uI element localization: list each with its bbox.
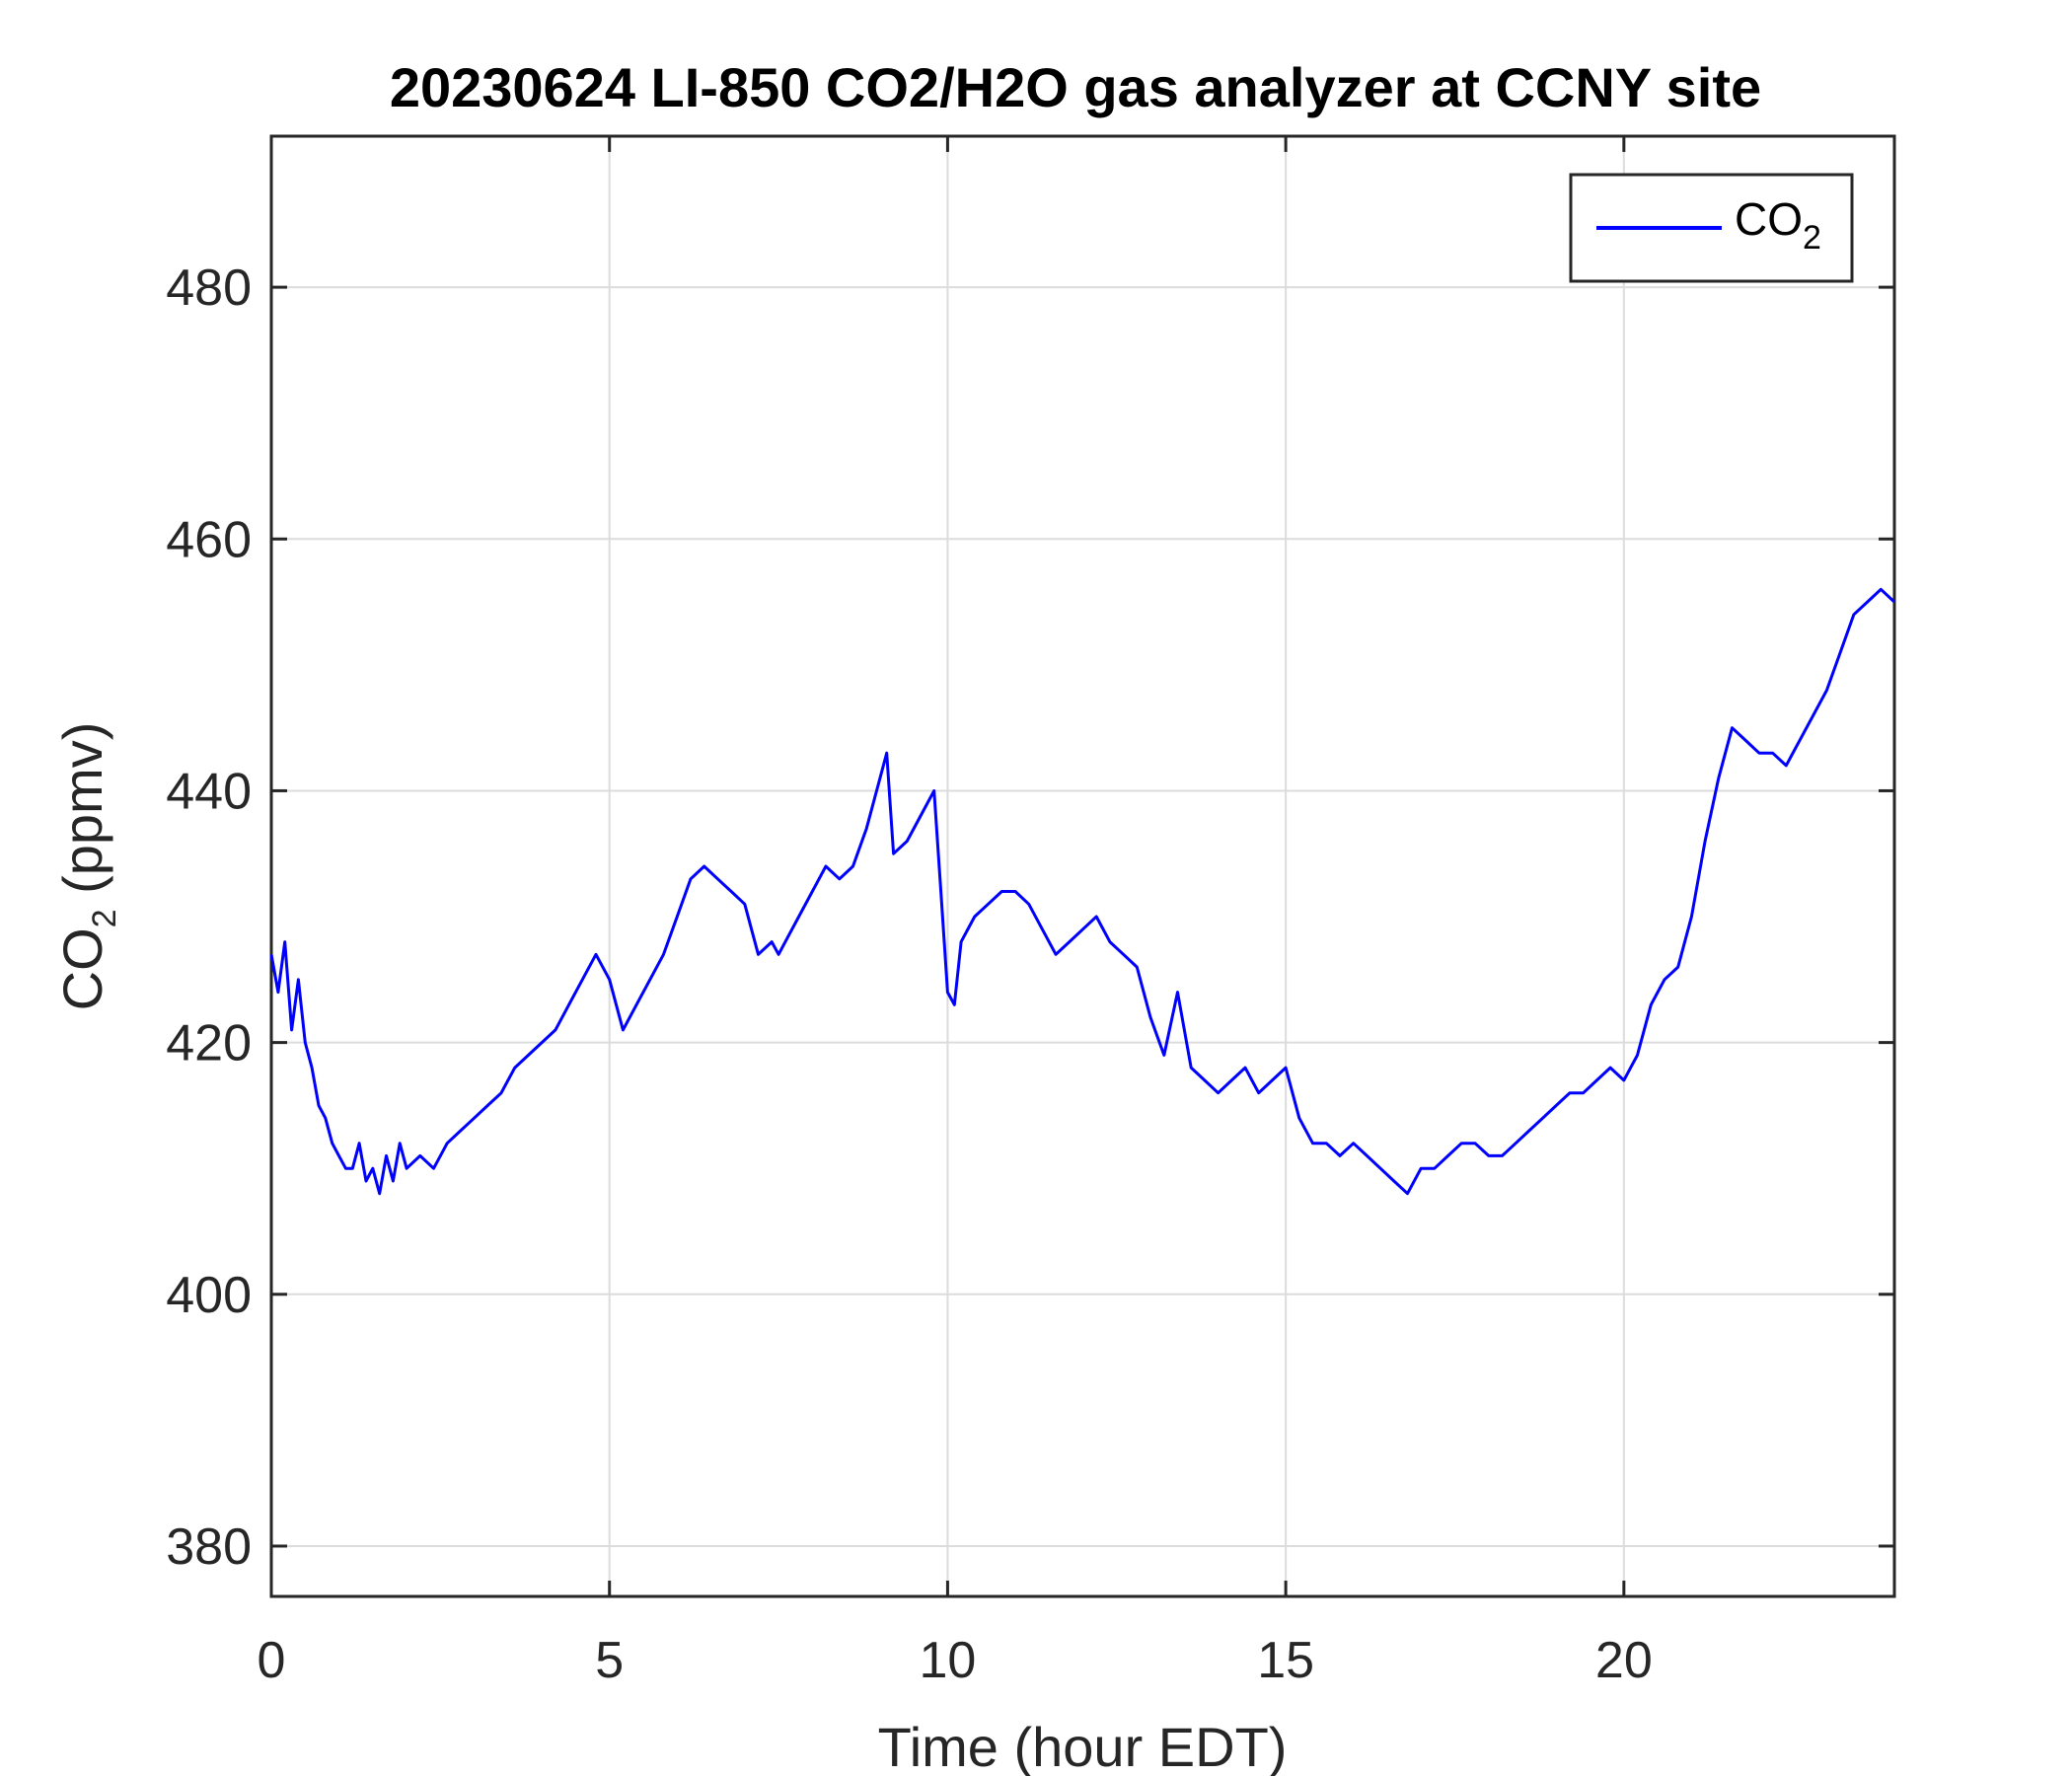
y-axis-label-rest: (ppmv) xyxy=(51,722,113,910)
y-tick-label: 440 xyxy=(166,763,252,820)
x-axis-label: Time (hour EDT) xyxy=(878,1716,1288,1776)
y-tick-label: 420 xyxy=(166,1015,252,1073)
x-tick-label: 20 xyxy=(1595,1632,1653,1689)
y-tick-label: 460 xyxy=(166,511,252,568)
series-layer xyxy=(269,587,1896,1196)
y-tick-label: 480 xyxy=(166,259,252,317)
y-tick-label: 400 xyxy=(166,1267,252,1324)
x-tick-label: 5 xyxy=(595,1632,624,1689)
x-tick-label: 15 xyxy=(1257,1632,1314,1689)
x-tick-label: 0 xyxy=(258,1632,286,1689)
grid-layer xyxy=(270,136,1894,1596)
plot-area-frame xyxy=(269,134,1896,1598)
legend: CO2 xyxy=(1569,173,1854,283)
y-tick-label: 380 xyxy=(166,1518,252,1576)
legend-label-co2: CO2 xyxy=(1735,193,1821,257)
y-axis-label-main: CO xyxy=(51,927,113,1010)
y-axis-label-sub: 2 xyxy=(86,909,123,927)
y-axis-label: CO2 (ppmv) xyxy=(51,722,123,1011)
tick-layer: 0 5 10 15 20 380 400 420 440 460 480 xyxy=(166,136,1894,1689)
series-line-co2 xyxy=(269,587,1896,1196)
x-tick-label: 10 xyxy=(919,1632,976,1689)
chart-title: 20230624 LI-850 CO2/H2O gas analyzer at … xyxy=(390,56,1761,118)
